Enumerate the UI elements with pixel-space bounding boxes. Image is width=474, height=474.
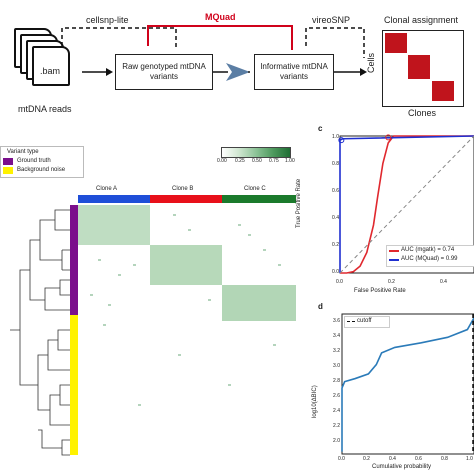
file-label: .bam — [40, 66, 61, 76]
cutoff-ytick: 3.2 — [333, 348, 340, 354]
roc-xtick: 0.4 — [440, 279, 447, 285]
cells-label: Cells — [366, 52, 376, 73]
clone-headers: Clone A Clone B Clone C — [78, 186, 296, 196]
roc-ytick: 0.8 — [332, 161, 339, 167]
clonal-title: Clonal assignment — [384, 15, 459, 25]
cutoff-curve — [341, 317, 474, 452]
roc-mgatk-line — [340, 135, 474, 274]
cutoff-ytick: 2.6 — [333, 393, 340, 399]
roc-ytick: 0.4 — [332, 215, 339, 221]
cutoff-ytick: 3.0 — [333, 363, 340, 369]
roc-ytick: 0.2 — [332, 242, 339, 248]
heatmap-body — [78, 205, 296, 455]
cutoff-ytick: 3.6 — [333, 318, 340, 324]
legend-swatch-yellow — [3, 167, 13, 174]
colorbar-tick: 0.50 — [252, 158, 262, 164]
informative-variants-box: Informative mtDNA variants — [254, 54, 334, 90]
cutoff-frame — [341, 313, 474, 455]
legend-label: Ground truth — [17, 158, 51, 164]
roc-threshold-marker — [338, 137, 345, 144]
legend-swatch-purple — [3, 158, 13, 165]
heatmap-block-c — [222, 285, 296, 321]
cutoff-xlabel: Cumulative probability — [372, 464, 432, 470]
cutoff-ytick: 2.0 — [333, 438, 340, 444]
cutoff-xtick: 0.2 — [363, 456, 370, 462]
roc-legend-label: AUC (MQuad) = 0.99 — [401, 256, 458, 262]
tool-left-label: cellsnp-lite — [86, 15, 129, 25]
cutoff-plot — [341, 313, 474, 455]
roc-legend-label: AUC (mgatk) = 0.74 — [401, 247, 455, 253]
cutoff-ytick: 2.8 — [333, 378, 340, 384]
cutoff-xtick: 0.0 — [338, 456, 345, 462]
roc-ytick: 0.0 — [332, 269, 339, 275]
clonal-matrix — [382, 30, 464, 107]
cutoff-ytick: 3.4 — [333, 333, 340, 339]
clone-block — [385, 33, 407, 53]
clone-b-bar — [150, 195, 222, 203]
cutoff-xtick: 0.6 — [415, 456, 422, 462]
clone-a-bar — [78, 195, 150, 203]
cutoff-yticks: 2.0 2.2 2.4 2.6 2.8 3.0 3.2 3.4 3.6 — [326, 314, 340, 454]
background-noise-bar — [70, 315, 78, 455]
cutoff-ytick: 2.4 — [333, 408, 340, 414]
tool-middle-label: MQuad — [205, 12, 236, 22]
raw-variants-box: Raw genotyped mtDNA variants — [115, 54, 213, 90]
cutoff-xtick: 0.4 — [389, 456, 396, 462]
cutoff-legend-swatch — [347, 321, 355, 322]
roc-ytick: 1.0 — [332, 134, 339, 140]
clone-c-bar — [222, 195, 296, 203]
cutoff-xtick: 1.0 — [466, 456, 473, 462]
colorbar-tick: 0.25 — [235, 158, 245, 164]
clone-block — [408, 55, 430, 79]
colorbar-tick: 1.00 — [285, 158, 295, 164]
clone-block — [432, 81, 454, 101]
colorbar — [221, 147, 291, 158]
clone-a-label: Clone A — [96, 186, 118, 192]
cutoff-ytick: 2.2 — [333, 423, 340, 429]
roc-threshold-marker — [385, 134, 392, 141]
cutoff-legend-label: cutoff — [357, 318, 372, 324]
roc-ytick: 0.6 — [332, 188, 339, 194]
tool-right-label: vireoSNP — [312, 15, 351, 25]
clone-b-label: Clone B — [172, 186, 194, 192]
legend-label: Background noise — [17, 167, 66, 173]
roc-legend-swatch — [389, 259, 399, 261]
roc-xticks: 0.0 0.2 0.4 — [336, 279, 474, 287]
heatmap-legend: Variant type Ground truth Background noi… — [0, 146, 84, 178]
roc-xlabel: False Positive Rate — [354, 288, 406, 294]
colorbar-tick: 0.75 — [269, 158, 279, 164]
cutoff-legend: cutoff — [344, 316, 390, 328]
heatmap-block-b — [150, 245, 222, 285]
pipeline-connectors — [61, 25, 367, 81]
ground-truth-bar — [70, 205, 78, 315]
dendrogram — [10, 209, 70, 456]
roc-legend-swatch — [389, 250, 399, 252]
cutoff-xtick: 0.8 — [441, 456, 448, 462]
colorbar-ticks: 0.00 0.25 0.50 0.75 1.00 — [217, 158, 295, 166]
bam-file-icon: .bam — [32, 46, 70, 86]
roc-diagonal-line — [339, 135, 474, 274]
legend-title: Variant type — [7, 149, 39, 155]
heatmap-block-a — [78, 205, 150, 245]
panel-letter-d: d — [318, 302, 323, 311]
clones-label: Clones — [408, 108, 437, 118]
roc-xtick: 0.0 — [336, 279, 343, 285]
heatmap-noise — [90, 214, 281, 406]
colorbar-tick: 0.00 — [217, 158, 227, 164]
roc-yticks: 0.0 0.2 0.4 0.6 0.8 1.0 — [325, 134, 339, 275]
roc-legend: AUC (mgatk) = 0.74 AUC (MQuad) = 0.99 — [386, 245, 474, 267]
clone-c-label: Clone C — [244, 186, 266, 192]
cutoff-xticks: 0.0 0.2 0.4 0.6 0.8 1.0 — [338, 456, 474, 464]
roc-ylabel: True Positive Rate — [296, 178, 302, 228]
roc-mquad-line — [339, 135, 474, 273]
input-caption: mtDNA reads — [18, 104, 72, 114]
cutoff-ylabel: log10(ΔBIC) — [312, 385, 318, 418]
roc-xtick: 0.2 — [388, 279, 395, 285]
panel-letter-c: c — [318, 124, 323, 133]
